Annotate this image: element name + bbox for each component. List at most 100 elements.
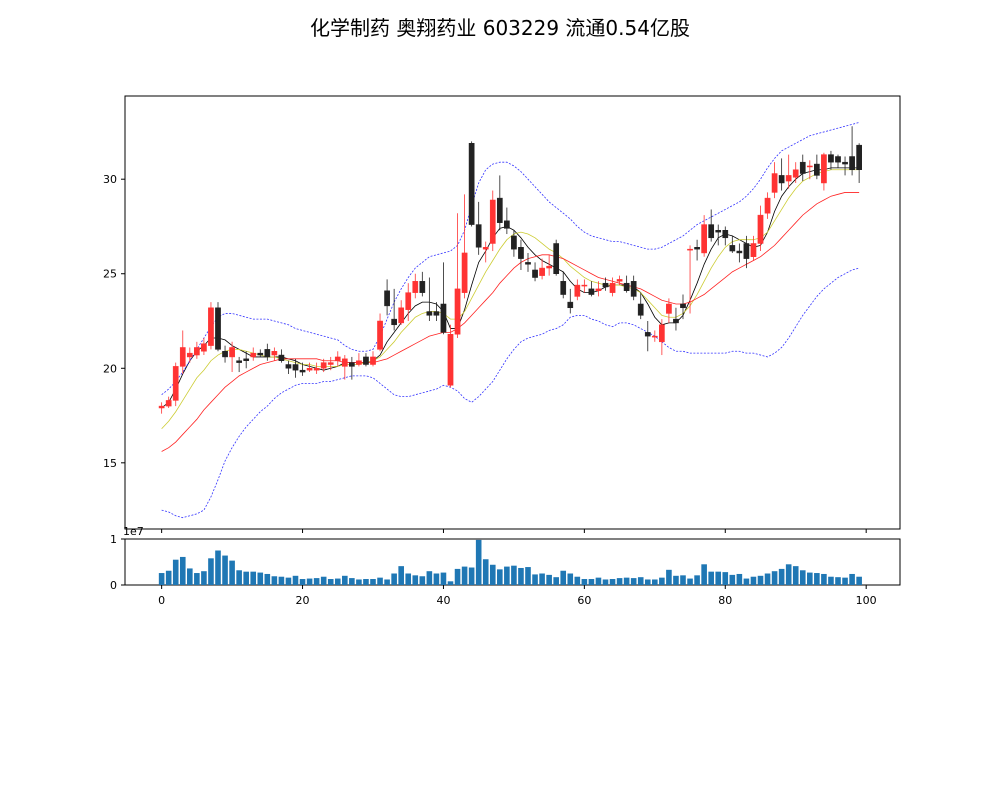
volume-bar [715, 571, 722, 585]
candle-body [250, 352, 257, 358]
volume-bar [412, 575, 419, 585]
volume-bar [680, 575, 686, 585]
candle-body [602, 282, 609, 288]
volume-bar [461, 566, 468, 585]
volume-bar [158, 573, 165, 585]
candle-body [426, 311, 433, 316]
volume-bar [581, 579, 588, 585]
volume-bar [842, 577, 848, 585]
volume-bar [285, 577, 292, 585]
candle-body [701, 224, 707, 254]
candle-body [179, 347, 186, 367]
volume-bar [659, 577, 665, 585]
volume-bar [489, 564, 496, 585]
volume-bar [243, 571, 249, 585]
candle-body [553, 243, 560, 274]
volume-bar [546, 574, 552, 585]
candle-body [370, 356, 376, 365]
candle-body [644, 332, 651, 337]
volume-bar [454, 568, 461, 585]
volume-bar [771, 571, 778, 585]
volume-bar [215, 550, 221, 585]
indicator-line-3 [161, 122, 860, 396]
volume-bar [201, 571, 207, 585]
volume-bar [750, 576, 757, 585]
price-axes-frame [124, 95, 901, 530]
candle-body [285, 364, 292, 369]
candle-body [518, 247, 524, 259]
indicator-line-4 [161, 267, 860, 519]
candle-body [757, 214, 764, 244]
volume-ytick-label: 1 [110, 533, 117, 546]
candle-body [567, 301, 574, 309]
candle-body [680, 303, 686, 309]
volume-xtick-label: 80 [718, 594, 732, 607]
volume-bar [172, 559, 179, 585]
volume-bar [736, 573, 743, 585]
volume-bar [377, 577, 383, 585]
candle-body [243, 358, 250, 361]
volume-bar [694, 575, 700, 585]
candle-body [236, 360, 242, 363]
volume-bar [370, 579, 376, 585]
volume-xtick-label: 20 [296, 594, 310, 607]
price-panel: 15 20 25 30 [103, 95, 901, 533]
volume-bar [835, 577, 841, 585]
candle-body [215, 307, 221, 350]
candle-body [496, 197, 503, 223]
volume-bar [475, 539, 482, 585]
candle-body [398, 307, 405, 324]
volume-bar [567, 573, 574, 585]
volume-bar [187, 568, 193, 585]
volume-bar [807, 572, 813, 585]
volume-bar [687, 578, 693, 585]
volume-bar [652, 579, 658, 585]
candle-body [405, 292, 412, 310]
volume-bar [722, 572, 729, 585]
volume-bar [363, 579, 369, 585]
volume-bar [384, 579, 390, 585]
volume-bar [849, 573, 855, 585]
candle-body [186, 352, 193, 358]
candle-body [201, 343, 207, 352]
candle-body [616, 279, 623, 282]
volume-bar [313, 578, 320, 585]
volume-panel: 0 1 1e7 0 20 40 60 80 100 [110, 525, 901, 607]
candle-body [651, 335, 658, 338]
volume-bar [778, 568, 785, 585]
volume-bar [278, 576, 285, 585]
volume-bar [426, 571, 433, 585]
candle-body [609, 282, 616, 293]
volume-bar [701, 564, 707, 585]
volume-bar [433, 573, 440, 585]
candle-body [849, 156, 855, 170]
indicator-line-0 [161, 167, 860, 409]
volume-bar [560, 570, 567, 585]
candle-body [743, 243, 750, 259]
volume-bar [440, 572, 447, 585]
volume-bar [644, 579, 651, 585]
indicator-line-1 [161, 169, 860, 430]
volume-bar [497, 569, 503, 585]
volume-bar [553, 577, 559, 585]
candle-body [454, 288, 461, 335]
candle-body [511, 235, 517, 250]
candle-body [172, 366, 179, 401]
volume-bar [468, 567, 475, 585]
candle-body [750, 243, 757, 257]
volume-bar [229, 560, 235, 585]
candle-body [595, 288, 602, 292]
candle-body [736, 250, 743, 254]
candle-body [257, 352, 264, 356]
candle-body [623, 282, 630, 292]
candle-body [687, 248, 693, 251]
volume-bar [532, 574, 538, 585]
candle-body [468, 143, 475, 225]
volume-bar [236, 570, 242, 585]
volume-bar [271, 576, 278, 585]
volume-bar [504, 566, 510, 585]
volume-bar [764, 573, 771, 585]
volume-bar [708, 571, 714, 585]
candle-body [320, 362, 327, 369]
